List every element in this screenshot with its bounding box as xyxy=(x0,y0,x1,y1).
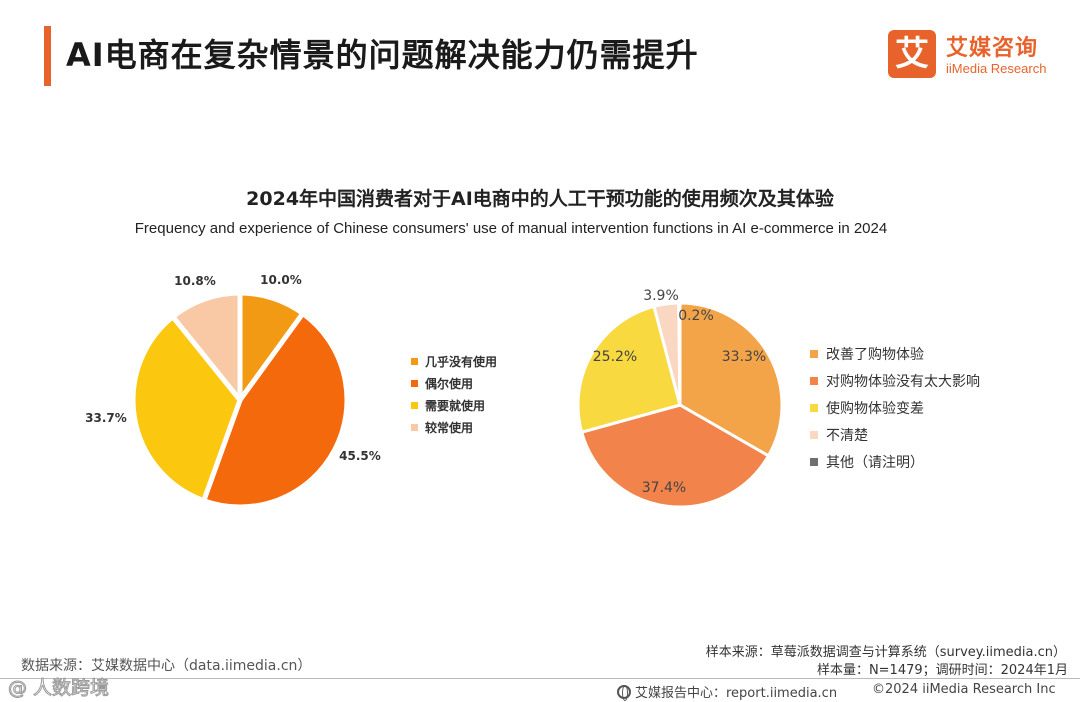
usage-legend-swatch-3 xyxy=(411,423,418,431)
usage-legend-label-0: 几乎没有使用 xyxy=(425,354,498,369)
usage-legend-item-3: 较常使用 xyxy=(411,416,497,438)
experience-legend-item-0: 改善了购物体验 xyxy=(810,340,980,367)
experience-legend-label-0: 改善了购物体验 xyxy=(826,346,924,363)
usage-data-label-0: 10.0% xyxy=(260,273,302,287)
experience-data-label-0: 33.3% xyxy=(722,349,766,365)
usage-legend-swatch-2 xyxy=(411,401,418,409)
chart-title: 2024年中国消费者对于AI电商中的人工干预功能的使用频次及其体验 xyxy=(246,188,834,210)
usage-legend-item-0: 几乎没有使用 xyxy=(411,350,497,372)
experience-legend-swatch-0 xyxy=(810,349,818,358)
experience-slice-4 xyxy=(677,301,682,407)
experience-legend-label-2: 使购物体验变差 xyxy=(826,400,924,417)
report-center[interactable]: 艾媒报告中心：report.iimedia.cn xyxy=(617,682,837,701)
usage-slice-3 xyxy=(170,290,243,403)
experience-legend-swatch-4 xyxy=(810,457,818,466)
usage-legend-label-1: 偶尔使用 xyxy=(425,376,474,391)
report-center-text: 艾媒报告中心：report.iimedia.cn xyxy=(635,686,838,701)
experience-legend-label-3: 不清楚 xyxy=(826,427,868,444)
copyright: ©2024 iiMedia Research Inc xyxy=(872,682,1056,697)
globe-icon xyxy=(617,684,631,701)
usage-legend-item-2: 需要就使用 xyxy=(411,394,497,416)
experience-pie: 33.3% 37.4% 25.2% 3.9% 0.2% xyxy=(576,288,784,509)
logo-name-cn: 艾媒咨询 xyxy=(946,36,1039,61)
data-source: 数据来源：艾媒数据中心（data.iimedia.cn） xyxy=(21,658,312,674)
usage-data-label-2: 33.7% xyxy=(85,411,127,425)
experience-slice-2 xyxy=(576,304,682,434)
experience-legend: 改善了购物体验对购物体验没有太大影响 使购物体验变差 不清楚其他（请注明） xyxy=(810,340,980,475)
experience-data-label-3: 3.9% xyxy=(643,288,679,304)
sample-size: 样本量：N=1479；调研时间：2024年1月 xyxy=(816,663,1068,678)
usage-frequency-legend: 几乎没有使用 偶尔使用需要就使用较常使用 xyxy=(411,350,497,438)
experience-slice-0 xyxy=(678,301,784,458)
chart-subtitle: Frequency and experience of Chinese cons… xyxy=(134,220,888,237)
usage-legend-label-3: 较常使用 xyxy=(425,420,474,435)
experience-slice-1 xyxy=(580,403,770,509)
experience-legend-item-2: 使购物体验变差 xyxy=(810,394,980,421)
usage-slice-2 xyxy=(130,314,243,504)
usage-legend-swatch-0 xyxy=(411,357,418,365)
experience-legend-item-1: 对购物体验没有太大影响 xyxy=(810,367,980,394)
experience-legend-swatch-1 xyxy=(810,376,818,385)
experience-legend-swatch-2 xyxy=(810,403,818,412)
brand-logo: 艾 艾媒咨询 iiMedia Research xyxy=(888,30,1063,80)
usage-legend-swatch-1 xyxy=(411,379,418,387)
usage-legend-label-2: 需要就使用 xyxy=(425,398,486,413)
page-title: AI电商在复杂情景的问题解决能力仍需提升 xyxy=(66,36,699,74)
usage-data-label-3: 10.8% xyxy=(174,274,216,288)
experience-data-label-2: 25.2% xyxy=(593,349,637,365)
footer-divider xyxy=(0,678,1080,679)
experience-data-label-1: 37.4% xyxy=(642,480,686,496)
experience-legend-swatch-3 xyxy=(810,430,818,439)
logo-name-en: iiMedia Research xyxy=(946,61,1047,76)
title-accent-bar xyxy=(44,26,51,86)
usage-legend-item-1: 偶尔使用 xyxy=(411,372,497,394)
logo-mark-icon: 艾 xyxy=(888,30,936,78)
experience-data-label-4: 0.2% xyxy=(678,308,714,324)
experience-legend-label-1: 对购物体验没有太大影响 xyxy=(826,373,980,390)
experience-legend-item-3: 不清楚 xyxy=(810,421,980,448)
usage-data-label-1: 45.5% xyxy=(339,449,381,463)
usage-frequency-pie: 10.0% 45.5% 33.7% 10.8% xyxy=(85,273,381,510)
sample-source: 样本来源：草莓派数据调查与计算系统（survey.iimedia.cn） xyxy=(705,645,1066,660)
experience-legend-label-4: 其他（请注明） xyxy=(826,454,924,471)
usage-slice-1 xyxy=(201,310,350,510)
experience-legend-item-4: 其他（请注明） xyxy=(810,448,980,475)
watermark: @ 人数跨境 xyxy=(7,677,110,700)
